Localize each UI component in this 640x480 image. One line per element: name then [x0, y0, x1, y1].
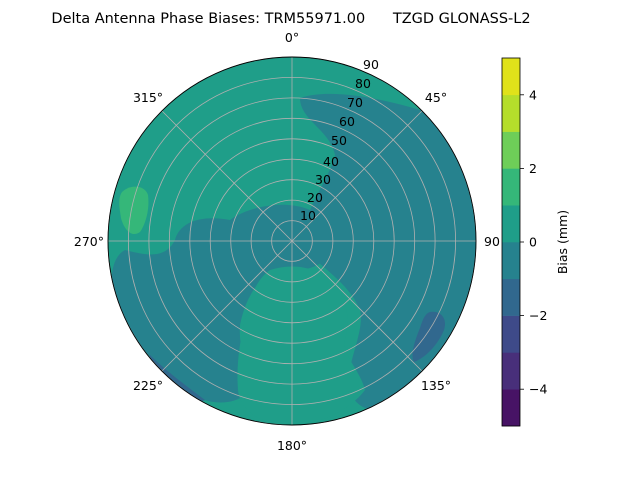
angular-gridline-315 — [161, 110, 293, 242]
colorbar-tick-label-3: −2 — [529, 308, 547, 323]
radial-tick-80: 80 — [355, 76, 371, 91]
angle-tick-45: 45° — [425, 90, 447, 105]
radial-tick-10: 10 — [300, 208, 316, 223]
radial-tick-90: 90 — [363, 57, 379, 72]
angular-gridline-135 — [291, 240, 423, 372]
colorbar-level-9 — [502, 58, 520, 96]
angle-tick-270: 270° — [74, 234, 104, 249]
colorbar-level-2 — [502, 315, 520, 353]
angle-tick-180: 180° — [277, 438, 307, 453]
angle-tick-135: 135° — [421, 378, 451, 393]
colorbar-level-3 — [502, 278, 520, 316]
colorbar-levels — [502, 58, 520, 427]
contour-region-south-west-edge — [149, 355, 205, 402]
colorbar: 4 2 0 −2 −4 Bias (mm) — [501, 57, 570, 427]
contour-region-south-east — [412, 311, 446, 362]
colorbar-level-5 — [502, 205, 520, 243]
radial-tick-40: 40 — [323, 154, 339, 169]
angular-gridline-45 — [291, 110, 423, 242]
radial-tick-20: 20 — [307, 190, 323, 205]
colorbar-tick-label-2: 0 — [529, 235, 537, 250]
colorbar-level-0 — [502, 389, 520, 427]
radial-tick-60: 60 — [339, 114, 355, 129]
colorbar-tick-label-4: −4 — [529, 382, 547, 397]
radial-tick-labels: 10 20 30 40 50 60 70 80 90 — [300, 57, 379, 223]
angle-tick-90: 90 — [484, 234, 500, 249]
angle-tick-225: 225° — [133, 378, 163, 393]
angle-tick-0: 0° — [285, 30, 299, 45]
polar-frame — [107, 56, 477, 426]
angle-tick-labels: 0° 45° 90 135° 180° 225° 270° 315° — [74, 30, 500, 453]
colorbar-level-6 — [502, 168, 520, 206]
colorbar-ticks: 4 2 0 −2 −4 — [520, 87, 547, 397]
radial-tick-50: 50 — [331, 133, 347, 148]
radial-tick-70: 70 — [347, 95, 363, 110]
polar-grid — [107, 56, 477, 426]
angular-gridline-225 — [161, 240, 293, 372]
radial-tick-30: 30 — [315, 172, 331, 187]
colorbar-tick-label-0: 4 — [529, 87, 537, 102]
colorbar-level-8 — [502, 94, 520, 132]
angle-tick-315: 315° — [133, 90, 163, 105]
colorbar-level-1 — [502, 352, 520, 390]
colorbar-tick-label-1: 2 — [529, 161, 537, 176]
contour-region-south-lobe — [237, 266, 365, 425]
chart-title: Delta Antenna Phase Biases: TRM55971.00 … — [51, 11, 530, 27]
colorbar-level-7 — [502, 131, 520, 169]
colorbar-label: Bias (mm) — [555, 210, 570, 274]
contour-region-west-patch — [119, 186, 149, 235]
colorbar-level-4 — [502, 242, 520, 280]
